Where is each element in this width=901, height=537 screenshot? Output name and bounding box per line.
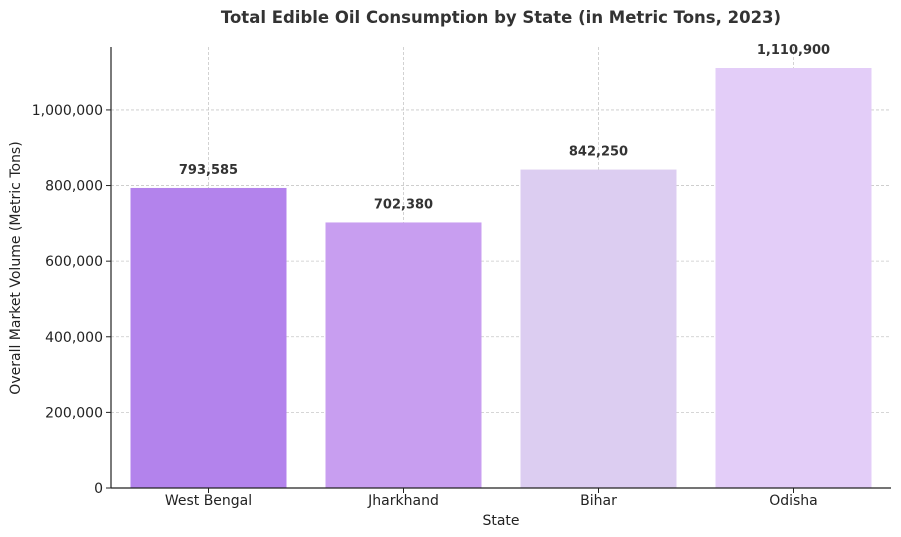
bar-bihar [520,169,677,488]
x-tick-label: Jharkhand [367,493,439,509]
data-label: 1,110,900 [757,43,830,58]
x-tick-label: Odisha [769,493,818,509]
axes: 0 200,000 400,000 600,000 800,000 1,000,000 We… [32,47,891,509]
x-tick-label: Bihar [580,493,617,509]
y-axis-label: Overall Market Volume (Metric Tons) [8,141,24,394]
chart-title: Total Edible Oil Consumption by State (i… [221,8,781,27]
y-tick-label: 400,000 [45,330,103,346]
x-axis-label: State [482,513,519,529]
y-tick-label: 600,000 [45,254,103,270]
data-label: 842,250 [569,145,628,160]
x-tick-label: West Bengal [165,493,252,509]
y-tick-label: 200,000 [45,405,103,421]
data-labels: 793,585 702,380 842,250 1,110,900 [179,43,830,212]
y-tick-label: 800,000 [45,179,103,195]
bars [130,68,872,489]
data-label: 702,380 [374,197,433,212]
bar-odisha [715,68,872,488]
y-tick-label: 1,000,000 [32,103,103,119]
data-label: 793,585 [179,163,238,178]
bar-west-bengal [130,187,287,488]
bar-jharkhand [325,222,482,489]
y-tick-label: 0 [94,481,103,497]
